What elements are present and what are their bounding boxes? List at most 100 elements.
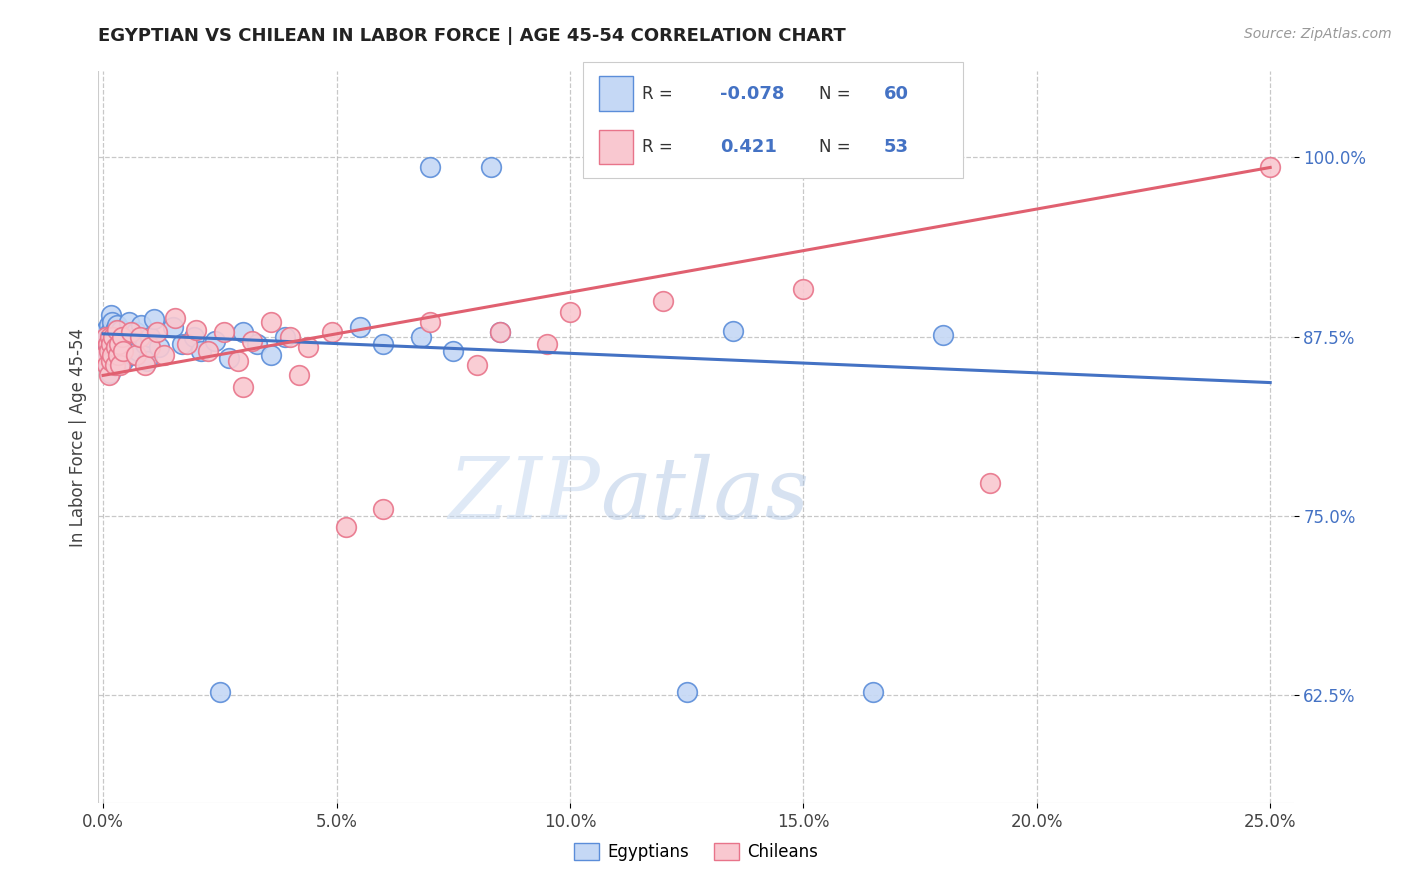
Point bbox=[104, 359, 127, 373]
Point bbox=[278, 329, 301, 343]
Point bbox=[105, 318, 128, 333]
Point bbox=[111, 354, 134, 368]
Point bbox=[489, 326, 512, 340]
Point bbox=[107, 329, 129, 343]
Point bbox=[108, 348, 131, 362]
Y-axis label: In Labor Force | Age 45-54: In Labor Force | Age 45-54 bbox=[69, 327, 87, 547]
Point bbox=[675, 685, 697, 699]
Legend: Egyptians, Chileans: Egyptians, Chileans bbox=[567, 836, 825, 868]
Point bbox=[349, 319, 371, 334]
Point bbox=[98, 348, 121, 362]
Point bbox=[441, 344, 464, 359]
Text: atlas: atlas bbox=[600, 454, 810, 537]
FancyBboxPatch shape bbox=[599, 77, 633, 112]
Point bbox=[228, 354, 250, 368]
Point bbox=[120, 326, 142, 340]
Point bbox=[723, 324, 745, 338]
Point bbox=[190, 344, 212, 359]
Point bbox=[105, 322, 128, 336]
Point bbox=[373, 501, 395, 516]
Point bbox=[98, 366, 121, 380]
Point bbox=[125, 348, 148, 362]
Point bbox=[242, 334, 264, 348]
Point bbox=[98, 344, 121, 359]
Point bbox=[111, 329, 134, 343]
Point bbox=[146, 326, 169, 340]
Point bbox=[96, 329, 118, 343]
Point bbox=[94, 336, 117, 351]
Point bbox=[260, 348, 283, 362]
Point bbox=[98, 329, 121, 343]
Text: -0.078: -0.078 bbox=[720, 85, 785, 103]
Text: ZIP: ZIP bbox=[449, 454, 600, 537]
Point bbox=[107, 348, 129, 362]
Point bbox=[321, 326, 343, 340]
Point bbox=[120, 336, 142, 351]
Text: EGYPTIAN VS CHILEAN IN LABOR FORCE | AGE 45-54 CORRELATION CHART: EGYPTIAN VS CHILEAN IN LABOR FORCE | AGE… bbox=[98, 27, 846, 45]
Point bbox=[103, 329, 125, 343]
Point bbox=[131, 318, 153, 333]
Point bbox=[134, 359, 156, 373]
Point bbox=[98, 326, 121, 340]
Point bbox=[134, 336, 156, 351]
Point bbox=[260, 315, 283, 329]
Point bbox=[111, 336, 134, 351]
Point bbox=[162, 319, 184, 334]
Point bbox=[373, 336, 395, 351]
Point bbox=[105, 340, 128, 354]
Point bbox=[232, 326, 254, 340]
Point bbox=[297, 340, 319, 354]
Text: 60: 60 bbox=[883, 85, 908, 103]
Point bbox=[183, 329, 205, 343]
Point bbox=[208, 685, 231, 699]
Point bbox=[100, 354, 122, 368]
Point bbox=[214, 326, 236, 340]
Point bbox=[172, 336, 194, 351]
Text: 0.421: 0.421 bbox=[720, 138, 778, 156]
Point bbox=[1258, 161, 1281, 175]
Point bbox=[218, 351, 240, 366]
Text: Source: ZipAtlas.com: Source: ZipAtlas.com bbox=[1244, 27, 1392, 41]
Point bbox=[862, 685, 884, 699]
Point bbox=[246, 336, 269, 351]
Point bbox=[112, 329, 135, 343]
Point bbox=[103, 329, 125, 343]
Point bbox=[129, 329, 152, 343]
Point bbox=[105, 359, 128, 373]
Point bbox=[419, 315, 441, 329]
Point bbox=[97, 359, 120, 373]
Point bbox=[197, 344, 219, 359]
Point bbox=[288, 368, 311, 383]
Point bbox=[186, 322, 208, 336]
Point bbox=[176, 336, 198, 351]
Point bbox=[419, 161, 441, 175]
Point bbox=[143, 312, 166, 326]
Point bbox=[979, 475, 1001, 490]
Point bbox=[101, 354, 124, 368]
Point bbox=[139, 329, 162, 343]
Point bbox=[103, 348, 125, 362]
Point bbox=[792, 282, 814, 296]
Point bbox=[104, 340, 127, 354]
Point bbox=[136, 354, 159, 368]
Point bbox=[152, 348, 174, 362]
Point bbox=[465, 359, 488, 373]
Point bbox=[232, 380, 254, 394]
Point bbox=[127, 344, 149, 359]
Point bbox=[110, 359, 132, 373]
Point bbox=[165, 311, 187, 326]
Point bbox=[104, 336, 127, 351]
Point bbox=[96, 344, 118, 359]
Point bbox=[908, 161, 931, 175]
Point bbox=[118, 315, 141, 329]
Point bbox=[409, 329, 432, 343]
Point bbox=[110, 322, 132, 336]
Point bbox=[97, 368, 120, 383]
Point bbox=[489, 326, 512, 340]
Point bbox=[96, 359, 118, 373]
Point bbox=[274, 329, 297, 343]
Point bbox=[97, 318, 120, 333]
Point bbox=[94, 348, 117, 362]
Point bbox=[100, 336, 122, 351]
Point bbox=[104, 322, 127, 336]
